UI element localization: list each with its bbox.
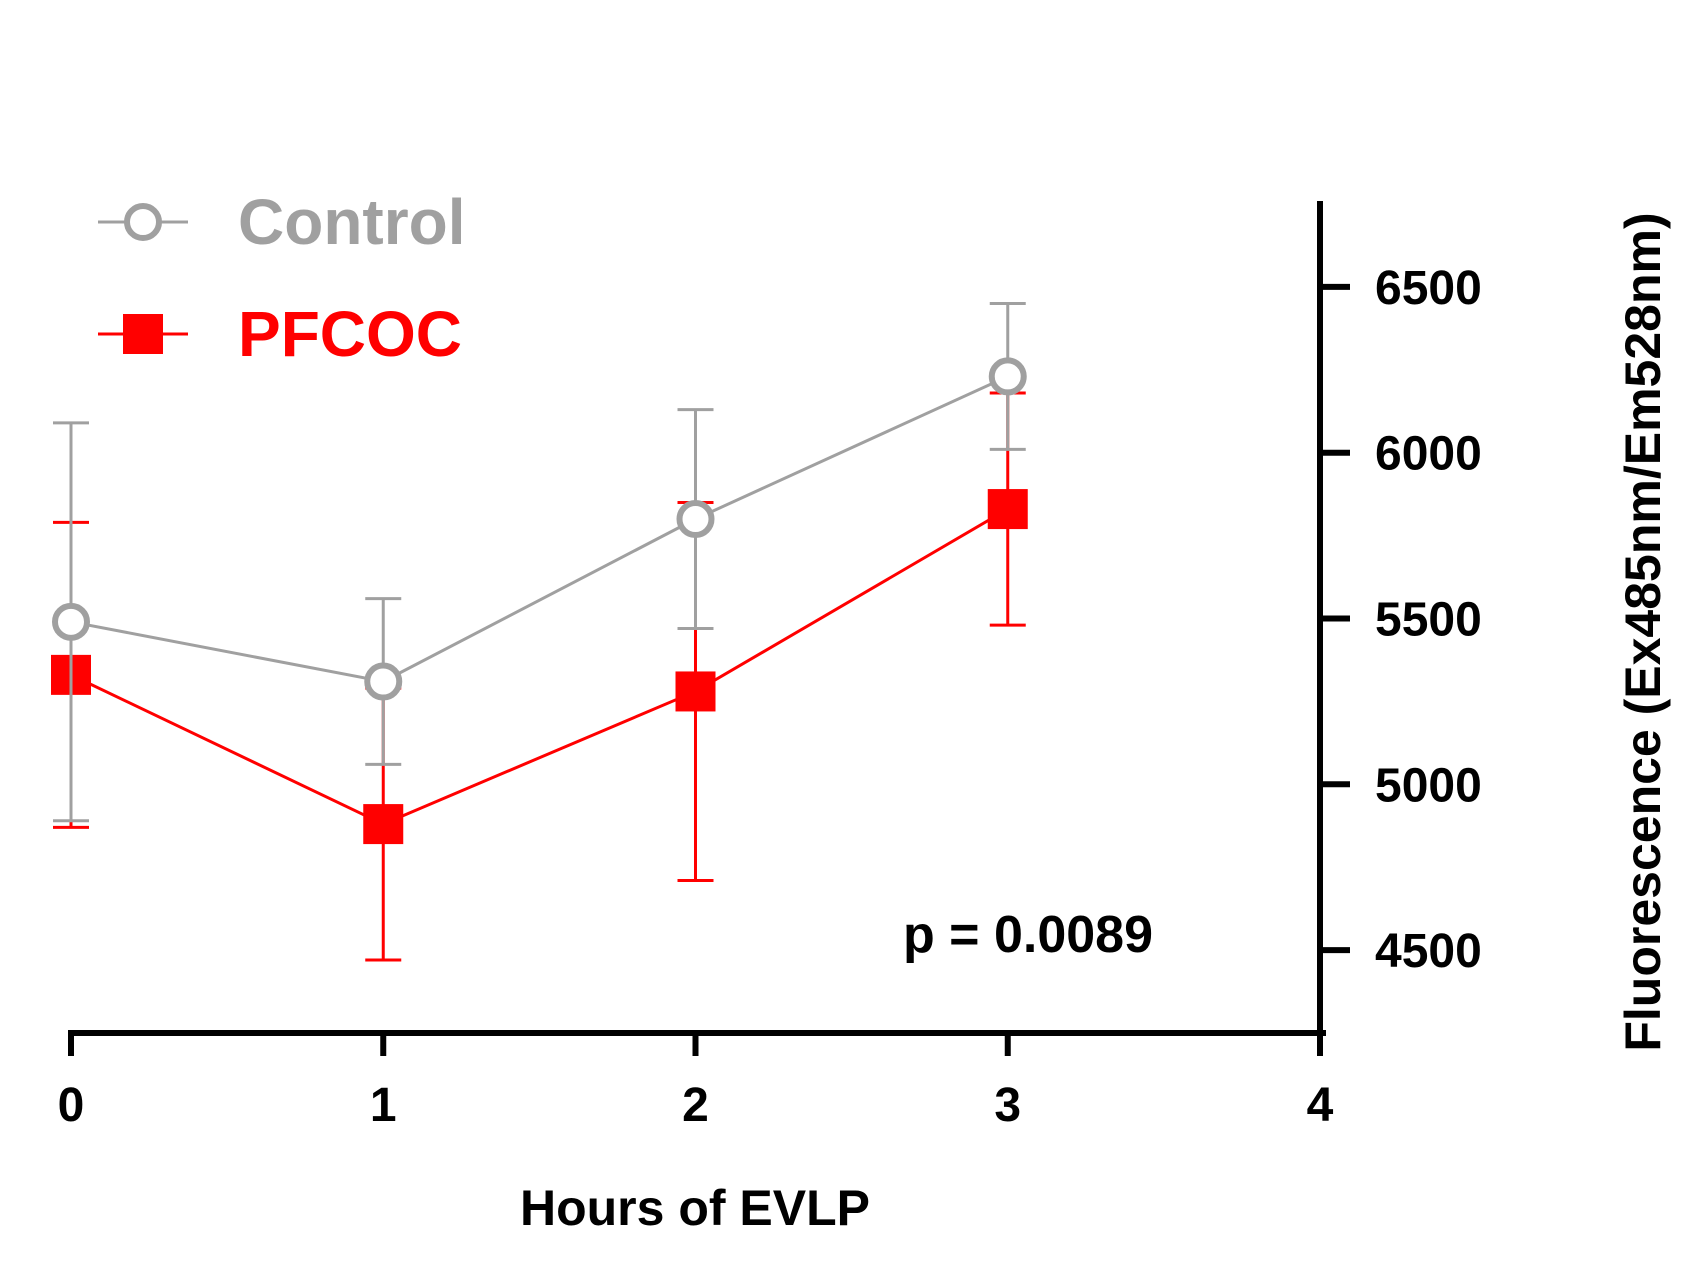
legend-item-control: Control xyxy=(98,186,466,258)
x-tick-label: 2 xyxy=(682,1079,709,1132)
control-marker xyxy=(988,357,1027,396)
legend-swatch-marker xyxy=(124,203,162,241)
legend-swatch-marker xyxy=(123,314,163,354)
series-layer xyxy=(51,301,1028,962)
y-tick-label: 6500 xyxy=(1375,262,1482,315)
control-series xyxy=(52,301,1027,823)
y-tick-label: 5500 xyxy=(1375,594,1482,647)
control-line xyxy=(70,375,1009,684)
pfcoc-marker xyxy=(675,671,716,712)
x-tick-label: 0 xyxy=(58,1079,85,1132)
x-axis-label: Hours of EVLP xyxy=(520,1180,870,1236)
legend-label-pfcoc: PFCOC xyxy=(238,298,462,370)
control-marker xyxy=(364,662,403,701)
p-value-annotation: p = 0.0089 xyxy=(903,906,1153,964)
x-tick-label: 1 xyxy=(370,1079,397,1132)
pfcoc-marker xyxy=(987,489,1028,530)
y-tick-label: 5000 xyxy=(1375,759,1482,812)
pfcoc-series xyxy=(51,391,1028,962)
pfcoc-marker xyxy=(363,804,404,845)
x-tick-label: 3 xyxy=(994,1079,1021,1132)
legend-label-control: Control xyxy=(238,186,466,258)
control-marker xyxy=(52,602,90,641)
y-axis-label: Fluorescence (Ex485nm/Em528nm) xyxy=(1615,212,1671,1051)
legend: Control PFCOC xyxy=(98,186,466,370)
y-tick-label: 4500 xyxy=(1375,925,1482,978)
x-tick-label: 4 xyxy=(1307,1079,1334,1132)
legend-item-pfcoc: PFCOC xyxy=(98,298,462,370)
y-tick-label: 6000 xyxy=(1375,428,1482,481)
axes: 0 1 2 3 4 4500 5000 5500 6000 6500 xyxy=(58,201,1482,1132)
pfcoc-line xyxy=(70,507,1009,826)
control-marker xyxy=(676,500,715,539)
